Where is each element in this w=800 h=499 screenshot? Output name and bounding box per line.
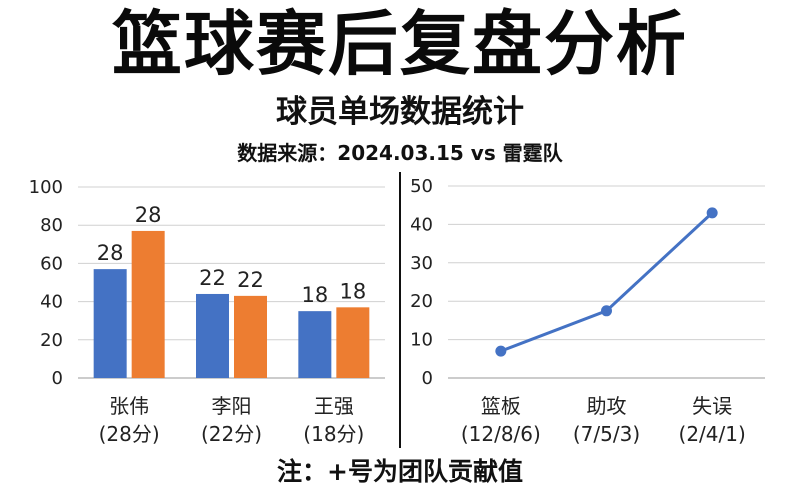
bar-chart: 0 20 40 60 80 100 28 28 张伟 (28分) 22 22 李阳 (22分) 18 18 王强…: [29, 177, 385, 446]
bar-data-label: 22: [199, 266, 226, 290]
bar-data-label: 18: [339, 279, 366, 303]
footnote: 注：+号为团队贡献值: [277, 457, 523, 486]
line-category-label: 助攻: [587, 394, 627, 418]
line-category-sublabel: (2/4/1): [679, 422, 746, 446]
line-point: [495, 345, 507, 357]
bar-data-label: 28: [135, 203, 162, 227]
bar-data-label: 18: [301, 283, 328, 307]
line-y-tick-label: 50: [410, 176, 433, 197]
bar-y-tick-label: 100: [29, 177, 63, 198]
bar: [234, 295, 267, 378]
bar: [93, 269, 127, 378]
bar-category-sublabel: (28分): [99, 422, 160, 446]
line-point: [601, 305, 612, 317]
bar-category-label: 李阳: [212, 394, 252, 418]
data-source: 数据来源：2024.03.15 vs 雷霆队: [237, 141, 563, 165]
bar: [298, 311, 332, 378]
bar-y-tick-label: 40: [40, 292, 63, 313]
bar-category-label: 王强: [314, 394, 354, 418]
line-y-tick-label: 40: [410, 214, 433, 235]
bar-y-tick-label: 0: [52, 368, 63, 389]
bar: [196, 293, 229, 378]
bar-y-tick-label: 20: [40, 330, 63, 351]
line-category-sublabel: (7/5/3): [573, 422, 640, 446]
line-category-label: 篮板: [481, 394, 521, 418]
line-y-tick-label: 0: [422, 368, 433, 389]
line-y-tick-label: 30: [410, 253, 433, 274]
line-y-tick-label: 20: [410, 291, 433, 312]
bar-category-sublabel: (18分): [303, 422, 364, 446]
chart-subtitle: 球员单场数据统计: [276, 94, 524, 130]
bar-y-tick-label: 80: [40, 215, 63, 236]
bar-data-label: 28: [97, 241, 124, 265]
line-category-sublabel: (12/8/6): [461, 422, 541, 446]
series-line: [500, 211, 714, 353]
line-chart: 0 10 20 30 40 50 篮板 (12/8/6) 助攻 (7/5/3) 失误 (2/4/1): [410, 176, 765, 446]
bar-data-label: 22: [237, 268, 264, 292]
bar: [336, 307, 370, 378]
bar: [131, 230, 165, 378]
line-point: [706, 207, 718, 219]
bar-category-label: 张伟: [109, 394, 149, 418]
bar-y-tick-label: 60: [40, 253, 63, 274]
bar-category-sublabel: (22分): [201, 422, 262, 446]
main-title: 篮球赛后复盘分析: [112, 3, 688, 85]
line-category-label: 失误: [692, 394, 732, 418]
line-y-tick-label: 10: [410, 330, 433, 351]
